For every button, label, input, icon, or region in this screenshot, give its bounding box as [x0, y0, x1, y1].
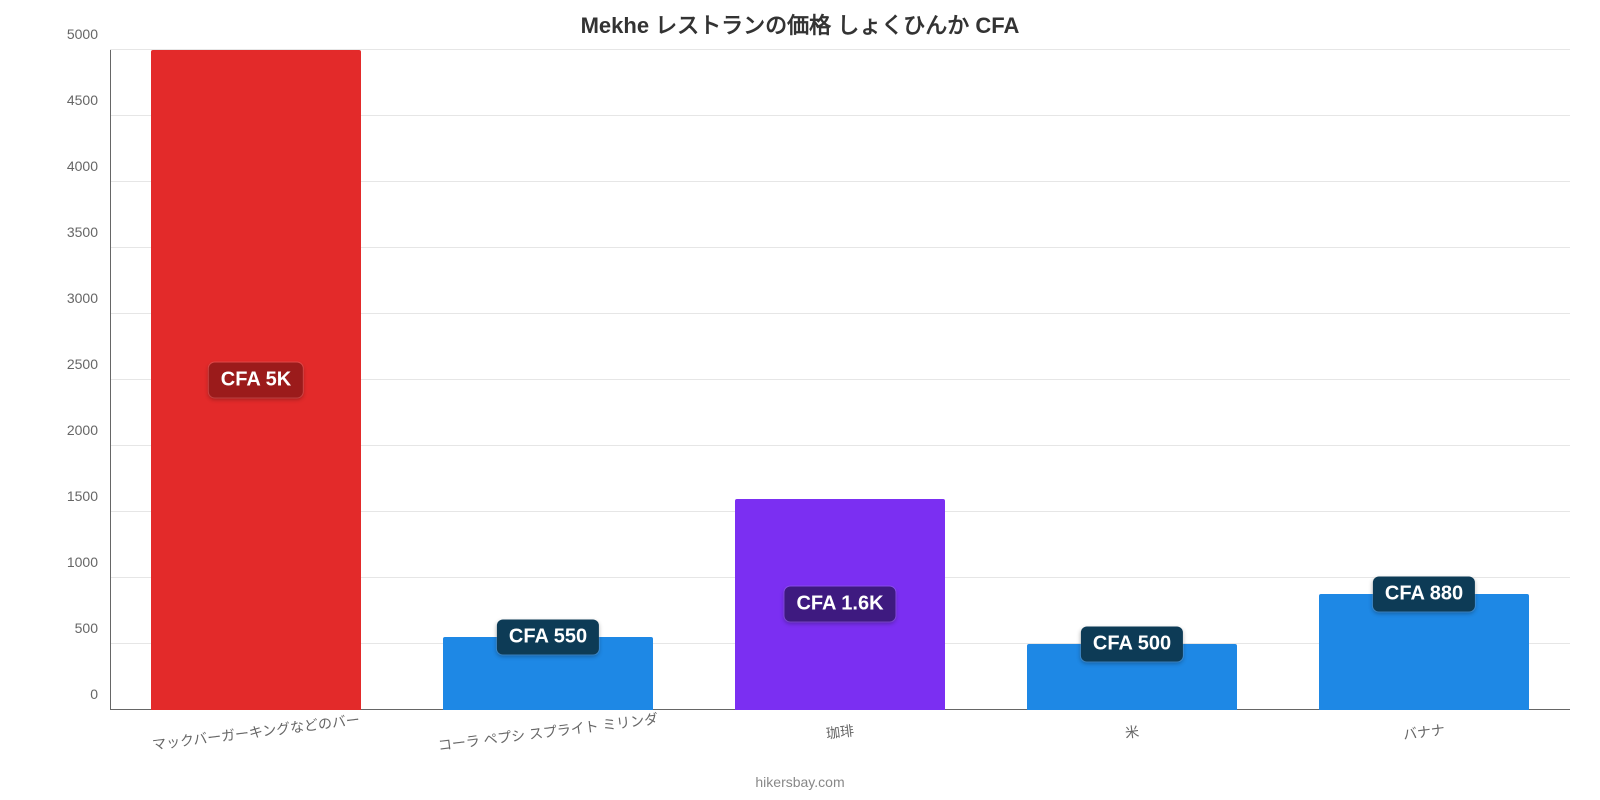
bar: CFA 5K: [151, 50, 361, 710]
x-tick-label: 米: [986, 704, 1278, 759]
y-tick-label: 0: [8, 686, 98, 702]
y-tick-label: 3000: [8, 290, 98, 306]
value-badge: CFA 5K: [209, 363, 303, 398]
x-tick-label: 珈琲: [694, 704, 986, 759]
bar: CFA 1.6K: [735, 499, 945, 710]
y-tick-label: 2000: [8, 422, 98, 438]
value-badge: CFA 500: [1081, 627, 1183, 662]
bar-slot: CFA 500: [986, 50, 1278, 710]
bar-slot: CFA 1.6K: [694, 50, 986, 710]
bar: CFA 500: [1027, 644, 1237, 710]
y-tick-label: 4500: [8, 92, 98, 108]
x-tick-label: マックバーガーキングなどのバー: [110, 704, 402, 759]
x-labels: マックバーガーキングなどのバーコーラ ペプシ スプライト ミリンダ珈琲米バナナ: [110, 722, 1570, 742]
x-tick-label: バナナ: [1278, 704, 1570, 759]
bar-slot: CFA 880: [1278, 50, 1570, 710]
bar: CFA 550: [443, 637, 653, 710]
bar-slot: CFA 5K: [110, 50, 402, 710]
value-badge: CFA 880: [1373, 576, 1475, 611]
y-tick-label: 4000: [8, 158, 98, 174]
x-tick-label: コーラ ペプシ スプライト ミリンダ: [402, 704, 694, 759]
y-tick-label: 500: [8, 620, 98, 636]
y-tick-label: 2500: [8, 356, 98, 372]
y-tick-label: 1500: [8, 488, 98, 504]
price-chart: Mekhe レストランの価格 しょくひんか CFA 05001000150020…: [0, 0, 1600, 800]
plot-area: 0500100015002000250030003500400045005000…: [110, 50, 1570, 710]
value-badge: CFA 550: [497, 620, 599, 655]
y-tick-label: 1000: [8, 554, 98, 570]
y-tick-label: 5000: [8, 26, 98, 42]
attribution: hikersbay.com: [0, 774, 1600, 790]
bars-group: CFA 5K CFA 550 CFA 1.6K CFA 500 CFA 880: [110, 50, 1570, 710]
chart-title: Mekhe レストランの価格 しょくひんか CFA: [0, 8, 1600, 40]
y-tick-label: 3500: [8, 224, 98, 240]
value-badge: CFA 1.6K: [784, 587, 895, 622]
bar: CFA 880: [1319, 594, 1529, 710]
bar-slot: CFA 550: [402, 50, 694, 710]
